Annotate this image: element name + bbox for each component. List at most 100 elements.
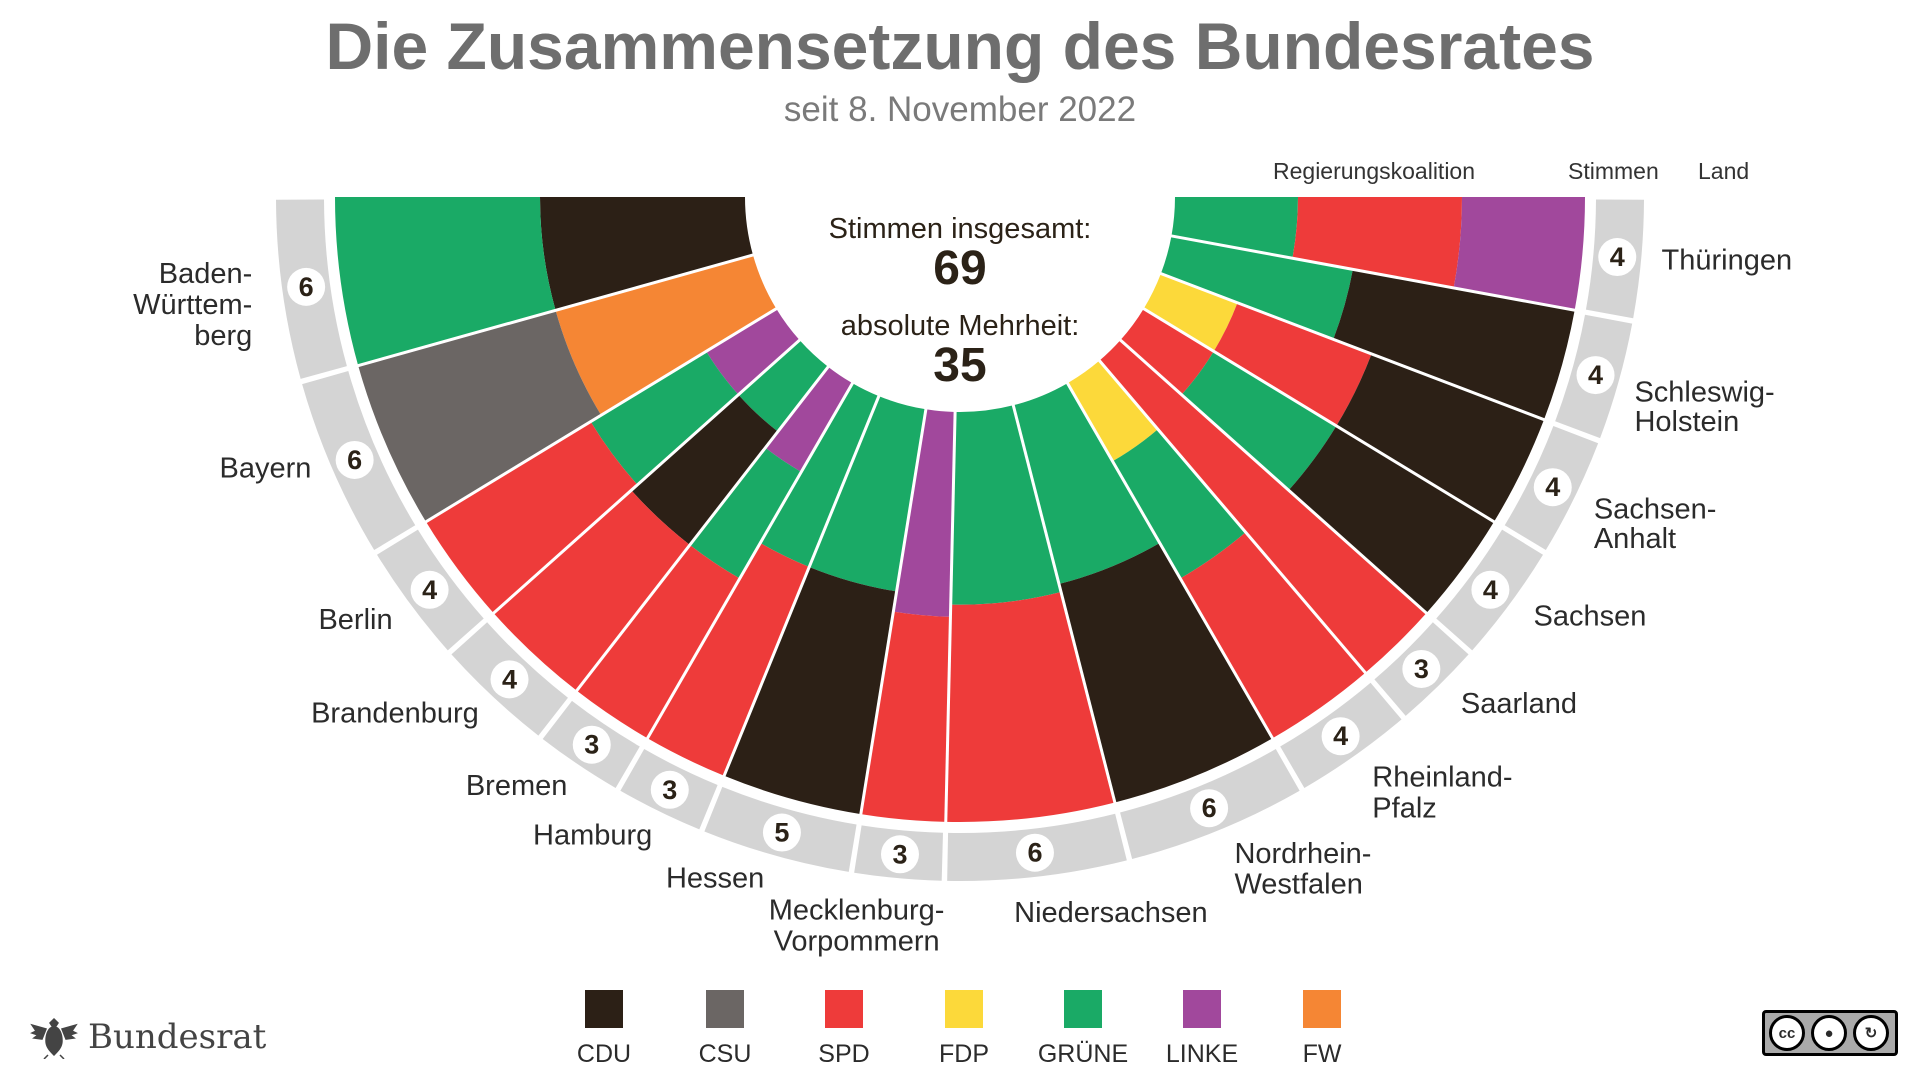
vote-count: 3 (1414, 654, 1429, 684)
state-label: Vorpommern (774, 925, 940, 957)
legend-label: LINKE (1165, 1040, 1239, 1068)
majority-value: 35 (933, 339, 987, 392)
majority-block: absolute Mehrheit: 35 (760, 310, 1160, 392)
sector-separator (1011, 402, 1132, 862)
band-spd (425, 421, 638, 614)
legend-swatch (1064, 990, 1102, 1028)
legend-item-cdu: CDU (544, 990, 664, 1069)
state-label: Pfalz (1372, 792, 1436, 824)
vote-count-badge (572, 725, 611, 764)
vote-count-badge (490, 660, 529, 699)
band-linke (893, 409, 956, 617)
band-fdp (1143, 273, 1238, 352)
state-label: Sachsen- (1594, 493, 1717, 525)
chart-subtitle: seit 8. November 2022 (783, 90, 1137, 129)
state-label: Sachsen (1534, 600, 1647, 632)
vote-count: 6 (347, 445, 362, 475)
legend-label: CSU (698, 1040, 752, 1068)
band-grüne (689, 447, 802, 579)
sector-separator (373, 306, 779, 555)
band-grüne (1181, 351, 1337, 491)
vote-count: 4 (1610, 242, 1625, 272)
state-label: Niedersachsen (1014, 897, 1207, 929)
band-fdp (1067, 360, 1158, 462)
chart-title: Die Zusammensetzung des Bundesrates (325, 9, 1595, 83)
vote-count-badge (1402, 649, 1441, 688)
band-grüne (335, 197, 556, 366)
legend-label: SPD (818, 1040, 870, 1068)
state-label: Schleswig- (1634, 376, 1774, 408)
band-linke (765, 366, 853, 472)
header-votes: Stimmen (1568, 158, 1659, 184)
band-cdu (631, 394, 778, 545)
vote-count-badge (1576, 356, 1615, 395)
vote-count: 4 (422, 575, 437, 605)
vote-count-badge (410, 570, 449, 609)
band-grüne (590, 351, 739, 485)
vote-count-badge (287, 267, 326, 306)
vote-count: 4 (1483, 575, 1498, 605)
band-grüne (760, 383, 879, 567)
cc-license-badge[interactable]: cc ● ↻ BY SA (1762, 1010, 1898, 1056)
vote-count-badge (1471, 570, 1510, 609)
vote-count: 6 (1202, 793, 1217, 823)
sector-separator (1169, 234, 1635, 323)
sector-separator (1065, 380, 1305, 792)
state-label: Rheinland- (1372, 762, 1512, 794)
vote-count-badge (1598, 238, 1637, 277)
band-spd (493, 490, 690, 691)
band-cdu (1288, 425, 1495, 614)
sector-separator (447, 337, 803, 655)
vote-count: 6 (1027, 838, 1042, 868)
logo-text: Bundesrat (88, 1017, 267, 1057)
band-grüne (1013, 383, 1160, 585)
legend-item-fdp: FDP (904, 990, 1024, 1069)
state-label: Württem- (133, 289, 252, 321)
band-spd (945, 591, 1115, 822)
band-grüne (1171, 197, 1298, 259)
band-grüne (809, 396, 926, 592)
band-grüne (738, 340, 829, 432)
vote-count: 4 (502, 664, 517, 694)
vote-count-badge (880, 835, 919, 874)
state-label: Brandenburg (311, 698, 479, 730)
band-linke (706, 308, 800, 395)
band-linke (1453, 197, 1586, 311)
majority-label: absolute Mehrheit: (840, 310, 1080, 342)
legend-label: GRÜNE (1037, 1040, 1129, 1068)
vote-count: 3 (892, 839, 907, 869)
sector-separator (699, 393, 881, 833)
band-spd (1213, 302, 1372, 426)
legend-item-linke: LINKE (1142, 990, 1262, 1069)
vote-count: 4 (1545, 472, 1560, 502)
band-spd (647, 542, 810, 776)
band-spd (576, 544, 740, 739)
vote-count: 6 (299, 272, 314, 302)
sector-separator (538, 364, 831, 740)
state-label: Hessen (666, 863, 764, 895)
band-cdu (1333, 269, 1575, 420)
vote-count-badge (335, 440, 374, 479)
band-spd (1120, 308, 1214, 395)
total-votes-label: Stimmen insgesamt: (828, 213, 1092, 245)
state-label: Anhalt (1594, 523, 1676, 555)
legend-item-csu: CSU (665, 990, 785, 1069)
sa-icon: ↻ (1853, 1015, 1889, 1051)
bundesrat-logo: Bundesrat (30, 1015, 266, 1059)
vote-count: 3 (584, 730, 599, 760)
state-label: Hamburg (533, 819, 652, 851)
legend-swatch (585, 990, 623, 1028)
sector-separator (849, 407, 928, 875)
band-spd (1180, 532, 1366, 739)
vote-count-badge (1321, 717, 1360, 756)
state-label: Berlin (318, 604, 392, 636)
state-label: Bayern (219, 453, 311, 485)
band-cdu (724, 566, 897, 815)
legend-label: FW (1302, 1040, 1342, 1068)
legend-item-fw: FW (1262, 990, 1382, 1069)
vote-count: 4 (1588, 360, 1603, 390)
sector-separator (1097, 358, 1407, 721)
legend-label: FDP (939, 1040, 989, 1068)
state-label: Baden- (159, 258, 253, 290)
